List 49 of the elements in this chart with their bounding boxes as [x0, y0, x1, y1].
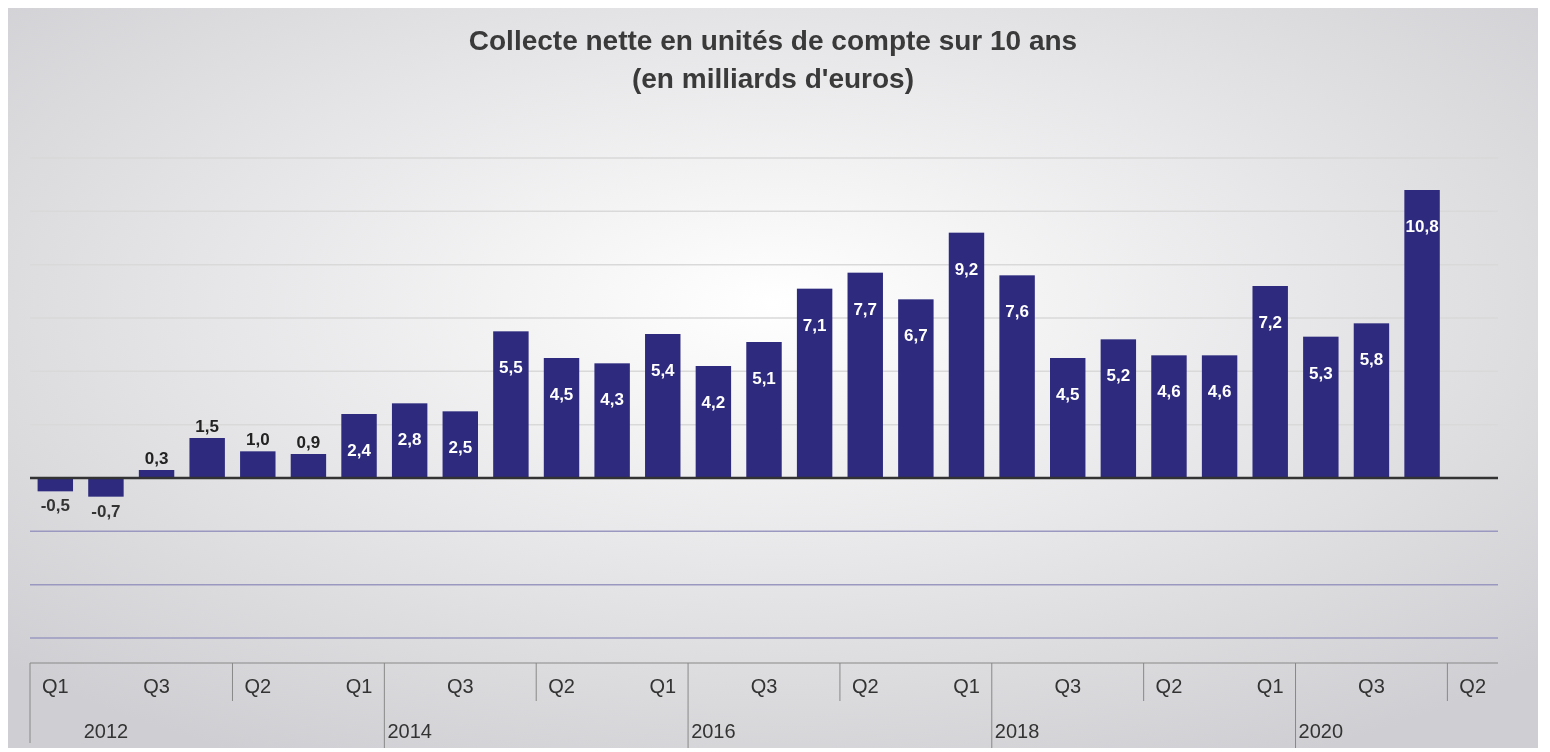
data-label: 4,6 — [1157, 382, 1181, 402]
data-label: 4,5 — [1055, 385, 1080, 404]
data-label: 5,8 — [1359, 350, 1384, 370]
data-label: 7,1 — [802, 315, 827, 335]
data-label: 1,5 — [195, 417, 219, 436]
data-label: 10,8 — [1405, 217, 1439, 236]
data-label: 9,2 — [954, 259, 979, 279]
x-tick-label: Q1 — [649, 675, 677, 697]
data-label: 4,5 — [549, 385, 574, 404]
data-label: 1,0 — [245, 430, 270, 450]
data-label: -0,5 — [40, 496, 70, 516]
text: 2018 — [994, 720, 1040, 742]
x-tick-label: Q2 — [1155, 675, 1183, 697]
x-tick-label: Q3 — [143, 675, 170, 697]
data-label: 7,6 — [1005, 302, 1029, 322]
data-label: 6,7 — [904, 326, 928, 346]
data-label: -0,7 — [91, 501, 121, 521]
text: 2014 — [387, 720, 432, 742]
x-tick-label: Q3 — [1054, 675, 1082, 697]
text: 2012 — [83, 720, 129, 742]
x-tick-label: Q2 — [1459, 675, 1487, 697]
data-label: 2,5 — [448, 438, 473, 458]
data-label: 0,9 — [296, 433, 321, 452]
data-label: 4,2 — [701, 393, 726, 412]
x-tick-label: Q1 — [1256, 675, 1284, 697]
x-tick-label: Q1 — [953, 675, 980, 697]
chart-title: Collecte nette en unités de compte sur 10 ans (en milliards d'euros) — [468, 25, 1078, 94]
x-tick-label: Q3 — [750, 675, 778, 697]
text: 2020 — [1298, 720, 1344, 742]
data-label: 7,7 — [853, 299, 878, 319]
x-tick-label: Q3 — [446, 675, 474, 697]
data-label: 5,2 — [1106, 366, 1131, 386]
x-tick-label: Q2 — [548, 675, 575, 697]
data-label: 5,3 — [1309, 363, 1333, 383]
data-label: 4,6 — [1207, 382, 1232, 402]
data-label: 5,4 — [650, 361, 676, 380]
data-label: 5,1 — [752, 369, 776, 388]
x-tick-label: Q1 — [41, 675, 69, 697]
data-label: 2,4 — [347, 441, 372, 460]
data-label: 2,8 — [397, 430, 422, 450]
x-tick-label: Q1 — [345, 675, 373, 697]
x-tick-label: Q2 — [244, 675, 272, 697]
data-label: 5,5 — [499, 358, 523, 378]
data-label: 7,2 — [1258, 313, 1283, 332]
data-label: 0,3 — [144, 449, 169, 468]
data-label: 4,3 — [600, 390, 624, 410]
x-tick-label: Q2 — [851, 675, 879, 697]
text: 2016 — [691, 720, 736, 742]
x-tick-label: Q3 — [1358, 675, 1385, 697]
